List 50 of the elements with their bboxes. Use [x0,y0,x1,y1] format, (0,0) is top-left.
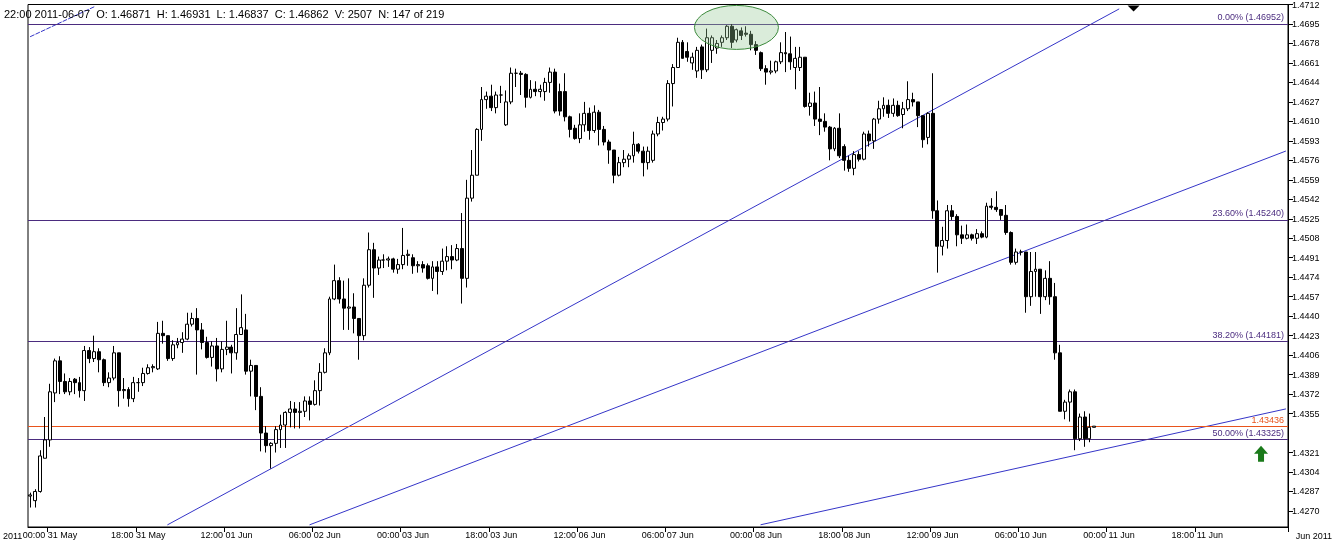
y-tick-label: 1.4423 [1292,330,1320,341]
x-tick-label: 18:00 08 Jun [818,529,871,540]
x-tick-label: 06:00 10 Jun [994,529,1047,540]
y-tick-label: 1.4542 [1292,194,1320,205]
x-tick-label: 00:00 31 May [22,529,78,540]
y-tick-label: 1.4559 [1292,174,1320,185]
y-tick-label: 1.4457 [1292,291,1320,302]
y-tick-label: 1.4270 [1292,505,1320,516]
y-tick-label: 1.4593 [1292,135,1320,146]
text: 2011 [3,530,23,541]
y-tick-label: 1.4389 [1292,369,1320,380]
ref-line-label: 23.60% (1.45240) [1212,208,1284,219]
x-tick-label: 12:00 09 Jun [906,529,959,540]
y-tick-label: 1.4406 [1292,350,1320,361]
ref-line-label: 1.43436 [1251,415,1284,426]
x-tick-label: 06:00 07 Jun [641,529,694,540]
y-tick-label: 1.4627 [1292,96,1320,107]
x-tick-label: 00:00 11 Jun [1083,529,1135,540]
x-tick-label: 12:00 06 Jun [553,529,606,540]
y-tick-label: 1.4440 [1292,311,1320,322]
y-tick-label: 1.4644 [1292,77,1320,88]
y-tick-label: 1.4372 [1292,389,1320,400]
ref-line-label: 50.00% (1.43325) [1212,427,1284,438]
annotation: 22:00 2011-06-07 O: 1.46871 H: 1.46931 L: 1.46837 C: 1.46862 V: 2507 N: 147 of 219 [4,7,445,20]
x-tick-label: 00:00 03 Jun [377,529,430,540]
ref-line-label: 38.20% (1.44181) [1212,329,1284,340]
x-tick-label: 06:00 02 Jun [288,529,341,540]
candlestick [131,376,135,403]
y-tick-label: 1.4321 [1292,447,1320,458]
x-tick-label: 12:00 01 Jun [200,529,253,540]
y-tick-label: 1.4712 [1292,0,1320,10]
y-tick-label: 1.4355 [1292,408,1320,419]
x-tick-label: 18:00 11 Jun [1171,529,1223,540]
y-tick-label: 1.4576 [1292,155,1320,166]
x-tick-label: 18:00 03 Jun [465,529,518,540]
y-tick-label: 1.4474 [1292,272,1320,283]
x-tick-label: 18:00 31 May [111,529,167,540]
y-tick-label: 1.4661 [1292,57,1320,68]
text: Jun 2011 [1295,530,1333,541]
y-tick-label: 1.4610 [1292,116,1320,127]
y-tick-label: 1.4525 [1292,213,1320,224]
y-tick-label: 1.4304 [1292,467,1320,477]
ref-line-label: 0.00% (1.46952) [1217,12,1284,23]
candlestick [499,85,503,104]
y-tick-label: 1.4287 [1292,486,1320,497]
y-tick-label: 1.4695 [1292,18,1320,29]
y-tick-label: 1.4491 [1292,252,1320,263]
y-tick-label: 1.4678 [1292,38,1320,49]
x-tick-label: 00:00 08 Jun [730,529,783,540]
y-tick-label: 1.4508 [1292,233,1320,244]
